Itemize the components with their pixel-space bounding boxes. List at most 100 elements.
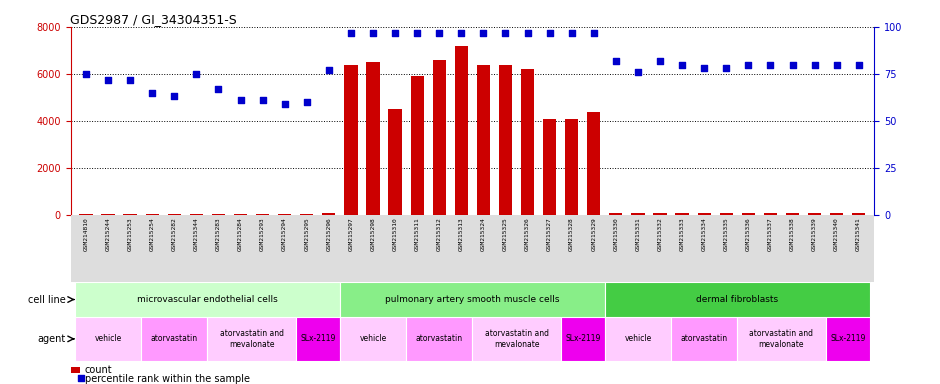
Point xyxy=(321,67,337,73)
Text: GSM215310: GSM215310 xyxy=(393,217,398,251)
Bar xyxy=(830,213,843,215)
Point xyxy=(542,30,557,36)
Point xyxy=(785,61,800,68)
Point xyxy=(73,375,88,381)
Point xyxy=(299,99,314,105)
Point xyxy=(101,76,116,83)
Point xyxy=(277,101,292,107)
Text: vehicle: vehicle xyxy=(94,334,121,343)
Text: GSM215293: GSM215293 xyxy=(260,217,265,251)
Text: SLx-2119: SLx-2119 xyxy=(565,334,601,343)
Bar xyxy=(212,214,225,215)
Point xyxy=(78,71,93,77)
Bar xyxy=(604,282,870,317)
Bar xyxy=(256,214,269,215)
Bar xyxy=(477,65,490,215)
Point xyxy=(431,30,446,36)
Text: SLx-2119: SLx-2119 xyxy=(830,334,866,343)
Point xyxy=(498,30,513,36)
Text: cell line: cell line xyxy=(28,295,66,305)
Bar xyxy=(167,214,180,215)
Point xyxy=(763,61,778,68)
Bar xyxy=(146,214,159,215)
Text: GSM215336: GSM215336 xyxy=(745,217,751,251)
Bar xyxy=(367,62,380,215)
Point xyxy=(829,61,844,68)
Text: atorvastatin and
mevalonate: atorvastatin and mevalonate xyxy=(749,329,813,349)
Point xyxy=(697,65,712,71)
Text: atorvastatin: atorvastatin xyxy=(150,334,197,343)
Text: count: count xyxy=(85,365,113,375)
Point xyxy=(366,30,381,36)
Bar xyxy=(388,109,401,215)
Point xyxy=(564,30,579,36)
Bar xyxy=(406,317,472,361)
Text: GSM215340: GSM215340 xyxy=(834,217,839,251)
Text: GSM215344: GSM215344 xyxy=(194,217,199,251)
Text: GSM215297: GSM215297 xyxy=(349,217,353,251)
Text: GSM215254: GSM215254 xyxy=(149,217,155,251)
Bar xyxy=(720,213,733,215)
Point xyxy=(719,65,734,71)
Text: GSM215341: GSM215341 xyxy=(856,217,861,251)
Bar xyxy=(808,213,822,215)
Point xyxy=(631,69,646,75)
Text: GSM215282: GSM215282 xyxy=(172,217,177,251)
Bar xyxy=(340,282,604,317)
Bar xyxy=(825,317,870,361)
Bar xyxy=(322,213,336,215)
Bar xyxy=(70,367,80,373)
Text: GSM215332: GSM215332 xyxy=(657,217,663,251)
Text: GSM215298: GSM215298 xyxy=(370,217,375,251)
Text: GSM215330: GSM215330 xyxy=(614,217,619,251)
Bar xyxy=(432,60,446,215)
Point xyxy=(807,61,822,68)
Point xyxy=(587,30,602,36)
Text: vehicle: vehicle xyxy=(624,334,651,343)
Text: GSM215312: GSM215312 xyxy=(437,217,442,251)
Bar xyxy=(565,119,578,215)
Bar xyxy=(609,213,622,215)
Text: GDS2987 / GI_34304351-S: GDS2987 / GI_34304351-S xyxy=(70,13,237,26)
Text: GSM215283: GSM215283 xyxy=(216,217,221,251)
Point xyxy=(166,93,181,99)
Point xyxy=(255,97,270,103)
Text: GSM215324: GSM215324 xyxy=(481,217,486,251)
Text: GSM215333: GSM215333 xyxy=(680,217,684,251)
Bar xyxy=(737,317,825,361)
Text: GSM215331: GSM215331 xyxy=(635,217,640,251)
Text: vehicle: vehicle xyxy=(359,334,386,343)
Text: agent: agent xyxy=(38,334,66,344)
Bar xyxy=(473,317,560,361)
Bar xyxy=(676,213,689,215)
Text: GSM215295: GSM215295 xyxy=(305,217,309,251)
Point xyxy=(145,90,160,96)
Text: GSM215296: GSM215296 xyxy=(326,217,331,251)
Bar xyxy=(588,112,601,215)
Bar xyxy=(764,213,777,215)
Text: GSM215311: GSM215311 xyxy=(415,217,419,251)
Point xyxy=(410,30,425,36)
Bar xyxy=(300,214,313,215)
Bar xyxy=(697,213,711,215)
Text: atorvastatin: atorvastatin xyxy=(415,334,462,343)
Bar xyxy=(521,69,534,215)
Bar xyxy=(141,317,208,361)
Point xyxy=(211,86,226,92)
Text: GSM215327: GSM215327 xyxy=(547,217,552,251)
Point xyxy=(189,71,204,77)
Text: percentile rank within the sample: percentile rank within the sample xyxy=(85,374,250,384)
Text: GSM215244: GSM215244 xyxy=(105,217,111,251)
Point xyxy=(608,58,623,64)
Bar xyxy=(75,317,141,361)
Bar xyxy=(632,213,645,215)
Bar xyxy=(455,46,468,215)
Bar xyxy=(543,119,556,215)
Text: GSM215328: GSM215328 xyxy=(570,217,574,251)
Text: GSM215326: GSM215326 xyxy=(525,217,530,251)
Text: pulmonary artery smooth muscle cells: pulmonary artery smooth muscle cells xyxy=(385,295,559,304)
Point xyxy=(233,97,248,103)
Bar xyxy=(560,317,604,361)
Text: atorvastatin and
mevalonate: atorvastatin and mevalonate xyxy=(484,329,549,349)
Bar xyxy=(853,213,866,215)
